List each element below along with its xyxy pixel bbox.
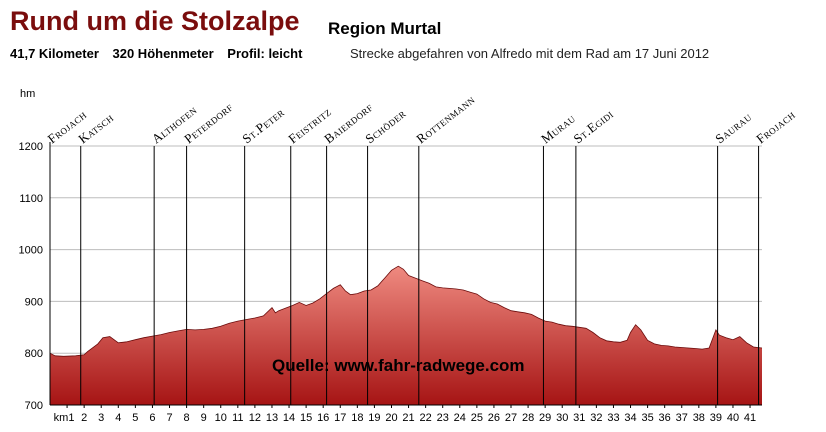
x-tick-label: 40 bbox=[727, 412, 739, 424]
x-tick-label: 12 bbox=[249, 412, 261, 424]
place-label: Murau bbox=[538, 110, 578, 146]
y-tick-label: 1000 bbox=[19, 245, 43, 257]
y-tick-label: 900 bbox=[25, 296, 43, 308]
route-stats: 41,7 Kilometer 320 Höhenmeter Profil: le… bbox=[10, 46, 312, 61]
x-tick-label: 18 bbox=[351, 412, 363, 424]
x-tick-label: 23 bbox=[437, 412, 449, 424]
x-tick-label: 39 bbox=[710, 412, 722, 424]
x-tick-label: 5 bbox=[132, 412, 138, 424]
y-tick-label: 700 bbox=[25, 400, 43, 412]
x-tick-label: 32 bbox=[590, 412, 602, 424]
y-tick-label: 800 bbox=[25, 348, 43, 360]
x-tick-label: 36 bbox=[659, 412, 671, 424]
x-tick-label: 9 bbox=[201, 412, 207, 424]
x-tick-label: 17 bbox=[334, 412, 346, 424]
x-tick-label: 24 bbox=[454, 412, 466, 424]
x-tick-label: 14 bbox=[283, 412, 295, 424]
x-tick-label: 21 bbox=[402, 412, 414, 424]
place-label: Saurau bbox=[712, 109, 754, 147]
y-axis-unit: hm bbox=[20, 88, 36, 100]
x-tick-label: 33 bbox=[607, 412, 619, 424]
x-tick-label: 15 bbox=[300, 412, 312, 424]
page-title: Rund um die Stolzalpe bbox=[10, 6, 300, 36]
x-tick-label: 25 bbox=[471, 412, 483, 424]
x-tick-label: 37 bbox=[676, 412, 688, 424]
x-tick-label: 22 bbox=[420, 412, 432, 424]
y-tick-label: 1100 bbox=[19, 193, 43, 205]
x-tick-label: 29 bbox=[539, 412, 551, 424]
source-credit: Quelle: www.fahr-radwege.com bbox=[272, 356, 525, 375]
x-tick-label: 31 bbox=[573, 412, 585, 424]
distance-value: 41,7 Kilometer bbox=[10, 46, 99, 61]
x-tick-label: 11 bbox=[232, 412, 243, 424]
x-tick-label: 27 bbox=[505, 412, 517, 424]
x-tick-label: 3 bbox=[98, 412, 104, 424]
place-label: St.Peter bbox=[239, 104, 287, 146]
place-label: Rottenmann bbox=[413, 92, 477, 147]
x-tick-label: 7 bbox=[166, 412, 172, 424]
x-tick-label: 19 bbox=[368, 412, 380, 424]
profile-difficulty: Profil: leicht bbox=[227, 46, 303, 61]
x-tick-label: 26 bbox=[488, 412, 500, 424]
elevation-area bbox=[50, 266, 762, 405]
x-tick-label: 30 bbox=[556, 412, 568, 424]
region-subtitle: Region Murtal bbox=[328, 19, 442, 38]
x-tick-label: 6 bbox=[149, 412, 155, 424]
place-label: St.Egidi bbox=[571, 106, 617, 146]
ride-note: Strecke abgefahren von Alfredo mit dem R… bbox=[350, 46, 710, 61]
x-tick-label: 34 bbox=[624, 412, 636, 424]
x-tick-label: 10 bbox=[215, 412, 227, 424]
x-tick-label: 20 bbox=[385, 412, 397, 424]
x-tick-label: 38 bbox=[693, 412, 705, 424]
x-tick-label: 8 bbox=[184, 412, 190, 424]
x-tick-label: 28 bbox=[522, 412, 534, 424]
x-tick-label: 41 bbox=[744, 412, 756, 424]
x-tick-label: 2 bbox=[81, 412, 87, 424]
x-tick-label: km1 bbox=[54, 412, 75, 424]
x-tick-label: 13 bbox=[266, 412, 278, 424]
place-label: Frojach bbox=[753, 107, 798, 147]
x-tick-label: 16 bbox=[317, 412, 329, 424]
y-tick-label: 1200 bbox=[19, 141, 43, 153]
x-tick-label: 35 bbox=[641, 412, 653, 424]
x-tick-label: 4 bbox=[115, 412, 121, 424]
elevation-gain-value: 320 Höhenmeter bbox=[112, 46, 214, 61]
